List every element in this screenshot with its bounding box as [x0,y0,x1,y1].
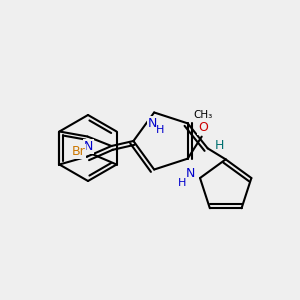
Text: N: N [84,140,93,153]
Text: CH₃: CH₃ [193,110,212,120]
Text: N: N [148,117,157,130]
Text: Br: Br [72,145,86,158]
Text: H: H [178,178,186,188]
Text: H: H [156,125,164,136]
Text: O: O [198,121,208,134]
Text: H: H [215,139,224,152]
Text: N: N [185,167,195,179]
